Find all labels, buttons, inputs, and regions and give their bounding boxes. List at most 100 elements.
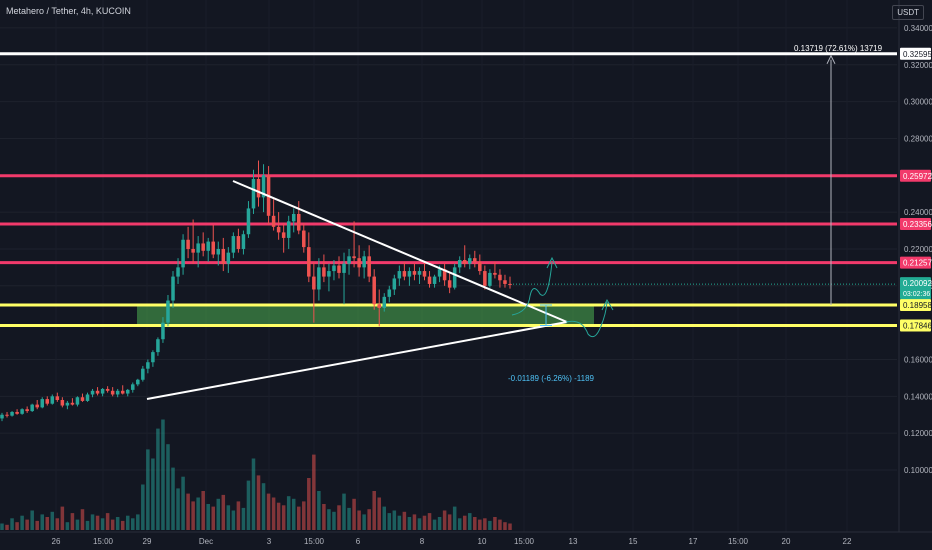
candle-body (45, 399, 50, 404)
volume-bar (136, 514, 140, 530)
volume-bar (176, 488, 180, 530)
level-price-tag (900, 169, 931, 182)
time-axis[interactable]: 26 15:00 29 Dec 3 15:00 6 8 10 15:00 13 15 17 15:00 20… (0, 531, 932, 546)
volume-bar (457, 518, 462, 530)
candle-body (291, 213, 296, 222)
volume-bar (291, 498, 296, 530)
currency-label[interactable]: USDT (892, 5, 924, 20)
candle-body (10, 411, 14, 416)
projection-arrowhead (546, 256, 558, 269)
candle-body (75, 397, 80, 405)
volume-bar (120, 520, 125, 530)
candle-body (462, 260, 467, 264)
candle-body (342, 263, 346, 273)
volume-bar (75, 519, 80, 530)
volume-bar (186, 493, 190, 530)
volume-bar (372, 491, 376, 530)
candle-body (125, 389, 130, 394)
volume-bar (211, 506, 216, 530)
candle-body (146, 362, 150, 369)
volume-bar (171, 467, 175, 530)
candle-body (15, 411, 19, 414)
candle-body (105, 388, 110, 391)
level-price-tag (900, 319, 931, 332)
volume-bar (347, 507, 351, 530)
candle-body (332, 265, 336, 272)
candle-body (357, 258, 361, 268)
volume-bar (20, 515, 24, 530)
price-axis[interactable]: 0.340000.320000.300000.280000.260000.240… (898, 0, 932, 550)
candle-body (141, 368, 145, 380)
candle-body (493, 272, 497, 275)
level-price-tag (900, 47, 931, 60)
y-tick-label: 0.32000 (904, 61, 932, 70)
candle-body (327, 271, 331, 277)
volume-bar (498, 519, 502, 530)
x-tick-label: 6 (356, 537, 361, 546)
volume-bar (95, 515, 100, 530)
volume-bar (302, 501, 306, 530)
x-tick-label: 8 (420, 537, 425, 546)
candle-body (20, 409, 24, 414)
volume-bar (141, 484, 145, 530)
candle-body (488, 272, 492, 286)
volume-bar (251, 458, 256, 530)
volume-bar (100, 518, 105, 530)
volume-bar (286, 496, 291, 530)
volume-bar (387, 513, 392, 530)
candle-body (161, 322, 165, 340)
volume-bar (307, 478, 311, 530)
x-tick-label: 26 (52, 537, 61, 546)
volume-bar (221, 494, 226, 530)
chart-title: Metahero / Tether, 4h, KUCOIN (6, 6, 131, 16)
candle-body (211, 241, 216, 255)
candle-body (60, 400, 65, 406)
grid (0, 27, 897, 471)
level-price-label: 0.23356 (903, 220, 932, 229)
candle-body (442, 269, 447, 281)
volume-bar (241, 507, 246, 530)
volume-bar (30, 510, 34, 530)
y-tick-label: 0.10000 (904, 466, 932, 475)
candle-body (186, 239, 190, 249)
candle-body (226, 252, 231, 264)
candle-body (156, 339, 160, 353)
candle-body (296, 213, 301, 231)
x-tick-label: 15:00 (304, 537, 325, 546)
candle-body (80, 397, 85, 401)
candle-body (352, 256, 356, 259)
candle-body (25, 409, 29, 412)
candle-body (35, 404, 39, 408)
volume-bar (382, 506, 387, 530)
level-price-tag (900, 217, 931, 230)
x-tick-label: 15:00 (93, 537, 114, 546)
y-tick-label: 0.30000 (904, 98, 932, 107)
candle-body (402, 271, 407, 277)
candle-body (30, 404, 34, 412)
volume-bar (357, 510, 361, 530)
level-price-tag (900, 256, 931, 269)
candle-body (302, 230, 306, 248)
volume-bar (15, 522, 19, 530)
volume-bar (105, 513, 110, 530)
price-levels (0, 52, 897, 327)
volume-bar (503, 522, 507, 530)
candle-body (397, 271, 402, 279)
y-tick-label: 0.28000 (904, 134, 932, 143)
candle-body (478, 261, 482, 272)
volume-bar (10, 518, 14, 530)
x-tick-label: 3 (267, 537, 272, 546)
volume-bar (161, 419, 165, 530)
volume-bar (45, 517, 50, 530)
candle-body (317, 267, 321, 290)
volume-bar (276, 502, 281, 530)
candle-body (196, 243, 200, 253)
candle-body (362, 256, 366, 268)
volume-bar (25, 519, 29, 530)
support-zone (137, 304, 594, 326)
y-tick-label: 0.22000 (904, 245, 932, 254)
candle-body (110, 390, 115, 395)
candle-body (473, 258, 477, 262)
volume-bar (397, 515, 402, 530)
